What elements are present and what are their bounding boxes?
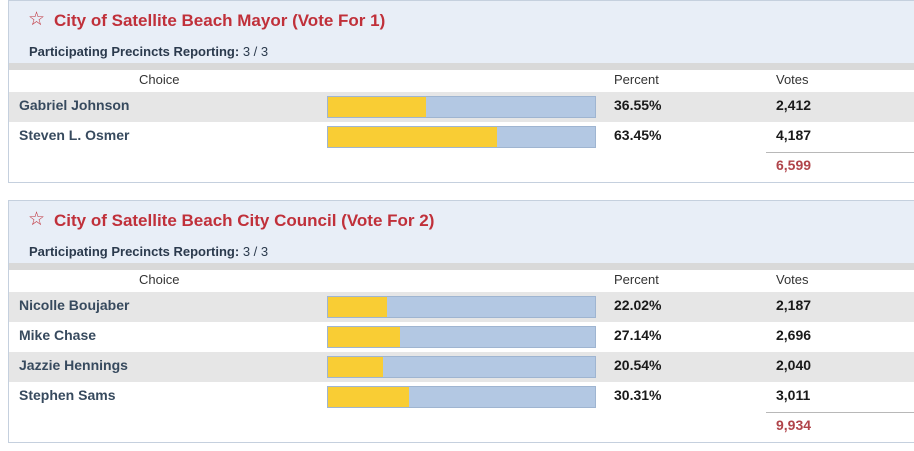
candidate-row: Nicolle Boujaber 22.02% 2,187 <box>9 292 914 322</box>
votes-column-header: Votes <box>776 72 809 87</box>
vote-share-bar <box>327 296 596 318</box>
vote-share-bar <box>327 326 596 348</box>
candidate-row: Steven L. Osmer 63.45% 4,187 <box>9 122 914 152</box>
column-headers: Choice Percent Votes <box>9 70 914 92</box>
total-votes: 9,934 <box>776 417 812 433</box>
candidate-votes: 2,040 <box>776 357 812 373</box>
candidate-row: Mike Chase 27.14% 2,696 <box>9 322 914 352</box>
total-divider <box>766 152 914 153</box>
candidate-row: Stephen Sams 30.31% 3,011 <box>9 382 914 412</box>
choice-column-header: Choice <box>139 272 180 287</box>
vote-share-fill <box>328 127 498 147</box>
candidate-percent: 30.31% <box>614 387 662 403</box>
candidate-votes: 4,187 <box>776 127 812 143</box>
candidate-votes: 2,187 <box>776 297 812 313</box>
candidate-votes: 2,696 <box>776 327 812 343</box>
vote-share-fill <box>328 387 409 407</box>
vote-share-bar <box>327 96 596 118</box>
total-divider <box>766 412 914 413</box>
candidate-votes: 2,412 <box>776 97 812 113</box>
candidate-name: Jazzie Hennings <box>19 357 128 373</box>
candidate-percent: 27.14% <box>614 327 662 343</box>
votes-column-header: Votes <box>776 272 809 287</box>
candidate-name: Steven L. Osmer <box>19 127 130 143</box>
reporting-value: 3 / 3 <box>242 44 269 59</box>
header-divider <box>9 263 914 270</box>
header-divider <box>9 63 914 70</box>
vote-share-bar <box>327 386 596 408</box>
favorite-star-icon[interactable]: ☆ <box>28 208 46 230</box>
column-headers: Choice Percent Votes <box>9 270 914 292</box>
reporting-label: Participating Precincts Reporting: <box>29 44 240 59</box>
total-row: 6,599 <box>9 152 914 182</box>
percent-column-header: Percent <box>614 272 659 287</box>
candidate-percent: 20.54% <box>614 357 662 373</box>
candidate-name: Nicolle Boujaber <box>19 297 130 313</box>
candidate-row: Gabriel Johnson 36.55% 2,412 <box>9 92 914 122</box>
candidate-percent: 22.02% <box>614 297 662 313</box>
vote-share-bar <box>327 356 596 378</box>
reporting-value: 3 / 3 <box>242 244 269 259</box>
vote-share-fill <box>328 97 426 117</box>
candidate-name: Mike Chase <box>19 327 97 343</box>
candidate-percent: 63.45% <box>614 127 662 143</box>
choice-column-header: Choice <box>139 72 180 87</box>
favorite-star-icon[interactable]: ☆ <box>28 8 46 30</box>
candidate-name: Stephen Sams <box>19 387 116 403</box>
vote-share-fill <box>328 357 383 377</box>
race-panel: ☆ City of Satellite Beach Mayor (Vote Fo… <box>8 0 914 183</box>
race-header: ☆ City of Satellite Beach City Council (… <box>9 201 914 263</box>
vote-share-bar <box>327 126 596 148</box>
vote-share-fill <box>328 327 401 347</box>
precincts-reporting: Participating Precincts Reporting: 3 / 3 <box>29 244 268 259</box>
candidate-row: Jazzie Hennings 20.54% 2,040 <box>9 352 914 382</box>
total-votes: 6,599 <box>776 157 812 173</box>
candidate-votes: 3,011 <box>776 387 811 403</box>
candidate-name: Gabriel Johnson <box>19 97 130 113</box>
candidate-list: Gabriel Johnson 36.55% 2,412 Steven L. O… <box>9 92 914 152</box>
vote-share-fill <box>328 297 387 317</box>
race-panel: ☆ City of Satellite Beach City Council (… <box>8 200 914 443</box>
candidate-percent: 36.55% <box>614 97 662 113</box>
candidate-list: Nicolle Boujaber 22.02% 2,187 Mike Chase… <box>9 292 914 412</box>
total-row: 9,934 <box>9 412 914 442</box>
precincts-reporting: Participating Precincts Reporting: 3 / 3 <box>29 44 268 59</box>
reporting-label: Participating Precincts Reporting: <box>29 244 240 259</box>
percent-column-header: Percent <box>614 72 659 87</box>
race-title: City of Satellite Beach City Council (Vo… <box>54 211 435 230</box>
race-header: ☆ City of Satellite Beach Mayor (Vote Fo… <box>9 1 914 63</box>
race-title: City of Satellite Beach Mayor (Vote For … <box>54 11 386 30</box>
